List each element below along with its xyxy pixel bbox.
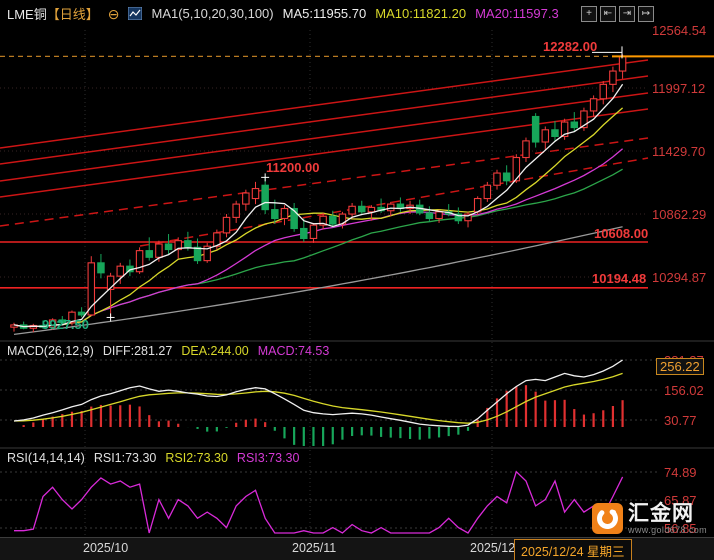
watermark-site-url: www.gold678.com [628, 525, 708, 535]
peak-price-label: 11200.00 [266, 160, 320, 175]
latest-price-label: 12282.00 [543, 39, 598, 54]
month-label-nov: 2025/11 [292, 541, 337, 555]
support2-label: 10194.48 [592, 271, 647, 286]
axis-left-icon[interactable]: ⇤ [600, 6, 616, 22]
axis-right-icon[interactable]: ⇥ [619, 6, 635, 22]
time-axis: 2025/10 2025/11 2025/12 2025/12/24 星期三 [0, 537, 714, 560]
chart-toolbar: + ⇤ ⇥ ↦ [581, 6, 654, 22]
pan-icon[interactable]: + [581, 6, 597, 22]
macd-current-axis-value: 256.22 [656, 358, 704, 375]
goldsite-logo-icon [592, 503, 623, 534]
site-watermark: 汇金网 www.gold678.com [592, 503, 707, 535]
rsi3-value: RSI3:73.30 [236, 451, 300, 465]
rsi-panel-header: RSI(14,14,14) RSI1:73.30 RSI2:73.30 RSI3… [7, 451, 299, 465]
macd-params: MACD(26,12,9) [7, 344, 94, 358]
macd-diff-value: DIFF:281.27 [102, 344, 173, 358]
symbol-title: LME铜 [7, 7, 47, 22]
month-label-dec: 2025/12 [470, 541, 516, 555]
rsi1-value: RSI1:73.30 [93, 451, 157, 465]
swing-low-label: 9927.50 [42, 317, 89, 332]
chart-type-icon[interactable] [127, 6, 143, 21]
shift-right-icon[interactable]: ↦ [638, 6, 654, 22]
ma10-value: MA10:11821.20 [375, 6, 467, 21]
rsi-params: RSI(14,14,14) [7, 451, 85, 465]
ma5-value: MA5:11955.70 [282, 6, 367, 21]
chart-header: LME铜【日线】 ⊖ MA1(5,10,20,30,100) MA5:11955… [7, 4, 559, 23]
ma20-value: MA20:11597.3 [475, 6, 559, 21]
macd-panel-header: MACD(26,12,9) DIFF:281.27 DEA:244.00 MAC… [7, 344, 329, 358]
period-label: 【日线】 [46, 7, 99, 22]
macd-dea-value: DEA:244.00 [181, 344, 249, 358]
current-date-label: 2025/12/24 星期三 [514, 539, 632, 560]
collapse-icon[interactable]: ⊖ [107, 5, 120, 22]
ma-settings-label: MA1(5,10,20,30,100) [151, 6, 274, 21]
support1-label: 10608.00 [594, 226, 649, 241]
macd-macd-value: MACD:74.53 [257, 344, 330, 358]
month-label-oct: 2025/10 [83, 541, 129, 555]
rsi2-value: RSI2:73.30 [165, 451, 228, 465]
watermark-site-name: 汇金网 [628, 502, 694, 525]
